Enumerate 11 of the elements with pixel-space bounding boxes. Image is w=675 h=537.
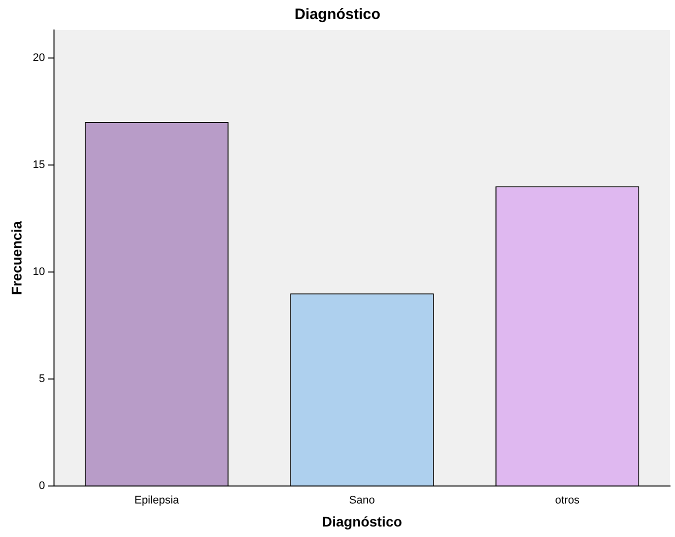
y-tick-label: 20 — [32, 52, 46, 64]
x-tick-label: otros — [555, 494, 580, 507]
y-axis-title: Frecuencia — [8, 220, 24, 295]
y-tick-label: 15 — [32, 158, 46, 171]
y-tick-label: 0 — [38, 480, 46, 492]
y-tick-label: 10 — [32, 266, 46, 278]
x-tick-label: Epilepsia — [134, 494, 180, 507]
chart-title: Diagnóstico — [294, 6, 380, 24]
x-tick-label: Sano — [349, 494, 375, 507]
x-axis-title: Diagnóstico — [322, 513, 402, 530]
y-tick-label: 5 — [38, 372, 46, 385]
